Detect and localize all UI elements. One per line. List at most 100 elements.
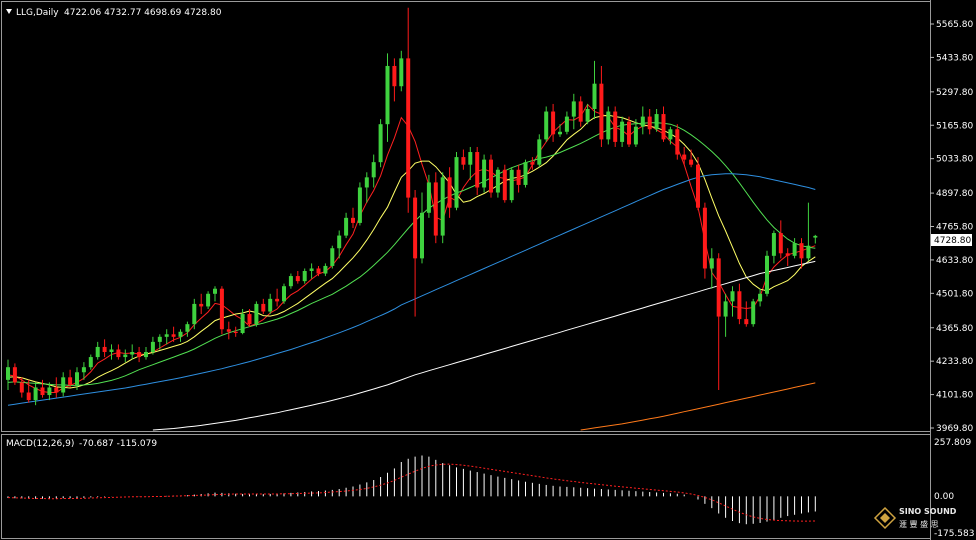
candle-body [61,377,66,393]
candle [571,93,576,130]
candle [502,164,507,203]
candle-body [178,331,183,337]
candle [12,363,17,385]
candle [330,245,335,269]
candle [689,149,694,168]
candle [792,238,797,259]
candle [606,106,611,145]
candle-body [661,114,666,140]
candle-body [288,276,293,287]
candle [240,308,245,335]
candle [61,372,66,397]
candle-body [647,116,652,130]
ma-5-line [7,103,816,393]
candle-body [613,111,618,142]
candle [530,157,535,170]
candle [88,354,93,370]
candle [585,103,590,125]
candle-body [323,265,328,274]
candle [806,202,811,261]
macd-label: MACD(12,26,9) [6,439,74,449]
candle [351,207,355,228]
candle-body [302,271,307,282]
candlesticks [6,7,818,406]
candle [537,134,542,168]
candle [675,124,680,160]
candle-body [226,329,231,332]
candle-body [806,245,811,259]
candle [489,154,493,198]
candle-body [709,258,714,269]
candle [613,106,618,147]
candle [413,190,418,317]
candle [185,321,190,337]
candle [288,273,293,289]
candle-body [282,286,286,302]
candle-body [730,291,735,302]
candle-body [502,169,507,201]
candle [178,329,183,342]
candle [599,65,604,147]
candle [282,283,286,304]
candle [75,367,79,390]
candle [744,301,749,327]
candle-body [627,121,631,145]
candle-body [544,111,549,140]
candle [516,164,521,193]
candle [102,339,107,358]
candle-body [558,131,562,135]
candle [730,286,735,317]
candle-body [47,387,52,396]
candle [254,301,259,327]
candle-body [530,162,535,165]
sino-sound-logo: SINO SOUND 滙 豐 盛 思 [873,506,957,530]
candle [371,154,376,188]
candle [551,103,556,142]
candle-body [157,336,162,342]
ma-120-line [152,260,816,431]
candle-body [309,268,314,272]
candle [813,234,818,244]
candle [668,126,673,145]
candle-body [813,235,818,238]
candle-body [723,301,728,317]
candle-body [758,293,763,302]
candle-body [468,152,473,165]
ma-10-line [7,114,816,389]
candle [150,336,155,355]
candle [482,154,487,193]
price-tick-label: 5565.80 [936,20,973,30]
chevron-down-icon[interactable] [6,9,12,14]
symbol-label: LLG,Daily [16,8,59,18]
candle-body [413,197,418,259]
candle [157,334,162,350]
candle [564,111,569,135]
price-tick-label: 4101.80 [936,391,973,401]
candle-body [268,298,273,312]
candle-body [433,182,438,236]
candle-body [12,367,17,383]
candle [164,329,169,345]
macd-panel-border [1,434,931,539]
candle-body [689,159,694,165]
candle [144,346,148,360]
candle-body [233,331,238,334]
price-tick-label: 5297.80 [936,88,973,98]
candle-body [420,212,424,259]
candle [54,377,59,398]
candle [723,293,728,337]
candle [68,369,73,388]
candle [778,220,783,259]
candle [392,58,397,102]
candle-body [371,162,376,178]
ma-20-line [7,122,816,386]
candle-body [88,357,93,368]
candle-body [682,154,687,160]
candle-body [240,314,245,334]
candle-body [75,372,79,385]
candle [406,7,411,213]
candle-body [620,121,625,142]
candle-body [392,65,397,87]
candle [633,119,638,147]
